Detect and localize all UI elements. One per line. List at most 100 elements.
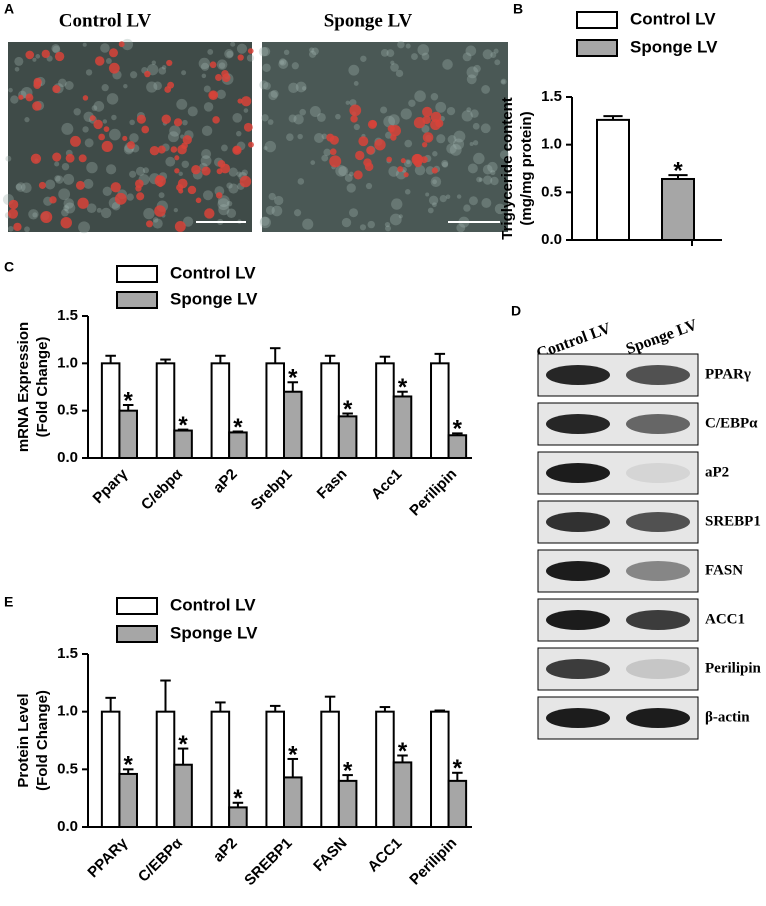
cell	[226, 200, 233, 207]
cell	[84, 138, 94, 148]
legend-swatch	[116, 291, 158, 309]
lipid-droplet	[239, 175, 252, 188]
blot-row-label: ACC1	[705, 611, 745, 627]
cell	[367, 220, 375, 229]
cell	[102, 186, 112, 196]
cell	[385, 225, 392, 232]
cell	[21, 182, 32, 194]
cell	[259, 80, 269, 90]
cell	[203, 85, 211, 93]
cell	[182, 216, 194, 227]
cell	[151, 60, 156, 65]
cell	[301, 86, 307, 91]
cell	[216, 89, 226, 100]
legend-label: Control LV	[170, 595, 256, 614]
cell	[165, 156, 176, 167]
cell	[466, 74, 477, 85]
significance-mark: *	[288, 365, 298, 392]
lipid-droplet	[187, 185, 197, 195]
cell	[348, 64, 360, 76]
cell	[274, 195, 284, 206]
lipid-droplet	[204, 208, 215, 219]
cell	[221, 144, 228, 152]
cell	[152, 217, 159, 223]
cell	[228, 183, 239, 194]
lipid-droplet	[431, 167, 438, 174]
bar	[661, 177, 695, 241]
cell	[430, 176, 442, 187]
cell	[267, 119, 274, 125]
cell	[106, 93, 119, 105]
cell	[15, 183, 23, 191]
cell	[349, 99, 357, 107]
cell	[411, 53, 418, 60]
blot-band	[626, 512, 690, 532]
cell	[297, 178, 305, 185]
cell	[481, 85, 491, 94]
cell	[338, 166, 349, 177]
cell	[226, 182, 233, 189]
lipid-droplet	[30, 153, 42, 164]
cell	[442, 161, 449, 168]
blot-band	[546, 561, 610, 581]
cell	[61, 162, 70, 171]
cell	[432, 202, 437, 208]
cell	[111, 114, 117, 121]
panel-label: C	[4, 259, 14, 275]
blot-band	[546, 512, 610, 532]
cell	[404, 188, 411, 195]
cell	[268, 90, 278, 101]
cell	[260, 46, 271, 57]
cell	[143, 207, 155, 220]
lipid-droplet	[400, 158, 406, 164]
cell	[54, 161, 60, 167]
cell	[286, 133, 294, 142]
lipid-droplet	[49, 196, 57, 204]
legend-swatch	[576, 39, 618, 57]
bar	[430, 362, 450, 460]
cell	[421, 52, 430, 61]
cell	[109, 128, 121, 141]
lipid-droplet	[70, 135, 81, 147]
bar	[100, 362, 121, 460]
cell	[389, 213, 402, 226]
cell	[283, 49, 290, 56]
cell	[265, 205, 275, 215]
lipid-droplet	[103, 126, 110, 132]
blot-band	[546, 414, 610, 434]
cell	[280, 60, 285, 65]
cell	[142, 167, 149, 174]
lipid-droplet	[201, 166, 211, 176]
lipid-droplet	[386, 156, 393, 163]
lipid-droplet	[435, 119, 444, 128]
cell	[472, 140, 479, 146]
significance-mark: *	[398, 374, 408, 401]
significance-mark: *	[453, 416, 463, 443]
y-tick-label: 0.5	[57, 760, 78, 777]
lipid-droplet	[174, 220, 186, 232]
cell	[465, 45, 477, 57]
cell	[349, 208, 359, 218]
lipid-droplet	[191, 164, 201, 175]
lipid-droplet	[350, 115, 358, 123]
blot-row-label: FASN	[705, 562, 743, 578]
lipid-droplet	[349, 104, 362, 117]
lipid-droplet	[177, 144, 187, 155]
cell	[236, 130, 242, 137]
blot-band	[546, 463, 610, 483]
cell	[263, 82, 271, 90]
cell	[93, 101, 105, 112]
cell	[311, 47, 319, 56]
y-tick-label: 0.0	[57, 449, 78, 466]
bar	[155, 710, 176, 829]
lipid-droplet	[149, 145, 160, 156]
lipid-droplet	[182, 135, 192, 145]
cell	[345, 100, 350, 105]
cell	[181, 160, 190, 169]
y-tick-label: 1.0	[57, 354, 78, 371]
cell	[390, 60, 395, 65]
cell	[435, 101, 447, 113]
cell	[309, 105, 321, 117]
bar	[265, 362, 285, 460]
